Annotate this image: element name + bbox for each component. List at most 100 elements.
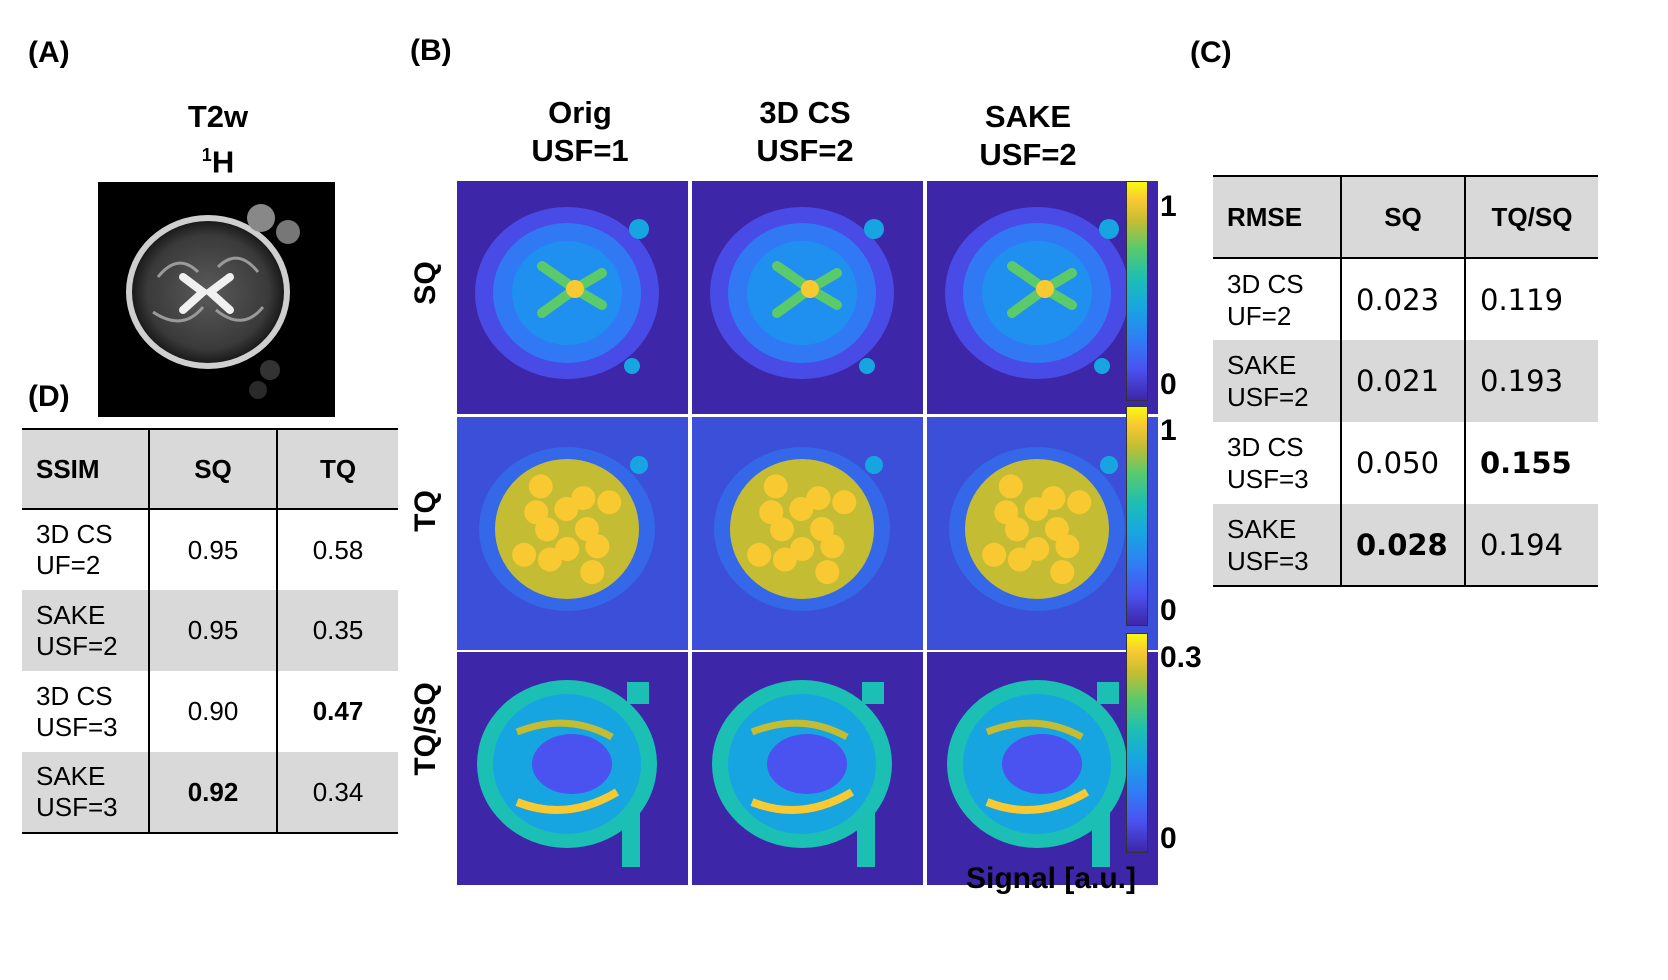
cell-tqsq-best: 0.155 (1464, 422, 1598, 504)
row-label-line1: 3D CS (36, 680, 113, 711)
table-ssim-header-metric: SSIM (22, 429, 150, 509)
table-row: SAKE USF=3 0.028 0.194 (1213, 504, 1598, 586)
table-rmse-header-metric: RMSE (1213, 176, 1342, 258)
cell-tq: 0.58 (276, 509, 398, 590)
table-rmse-header-tqsq: TQ/SQ (1464, 176, 1598, 258)
table-ssim-header-sq: SQ (148, 429, 278, 509)
row-label-line2: USF=3 (36, 711, 118, 742)
col-title-sake-line2: USF=2 (979, 137, 1077, 172)
row-label-line2: USF=3 (1227, 545, 1309, 576)
table-row: SAKE USF=2 0.95 0.35 (22, 590, 398, 671)
panel-a-title-line1: T2w (187, 99, 249, 134)
row-label-line1: SAKE (1227, 350, 1297, 380)
row-label-tqsq: TQ/SQ (409, 682, 442, 776)
row-label-sq: SQ (409, 261, 442, 305)
row-label: 3D CS UF=2 (22, 509, 150, 590)
panel-a-title: T2w 1H (128, 98, 308, 181)
table-row: SAKE USF=3 0.92 0.34 (22, 752, 398, 833)
brain-image-svg (927, 417, 1158, 650)
brain-image-tqsq-3dcs (692, 652, 923, 885)
row-label-line2: UF=2 (36, 550, 101, 580)
table-rmse: RMSE SQ TQ/SQ 3D CS UF=2 0.023 0.119 SAKE… (1213, 175, 1598, 587)
cell-sq: 0.021 (1340, 340, 1466, 422)
cell-tq-best: 0.47 (276, 671, 398, 752)
panel-label-a: (A) (28, 36, 70, 69)
cell-sq: 0.050 (1340, 422, 1466, 504)
panel-label-b: (B) (410, 34, 452, 67)
col-title-3dcs: 3D CS USF=2 (695, 94, 915, 170)
cell-sq: 0.90 (148, 671, 278, 752)
panel-a-title-nucleus: H (211, 144, 235, 180)
col-title-sake: SAKE USF=2 (918, 98, 1138, 174)
col-title-sake-line1: SAKE (984, 99, 1072, 134)
colorbar-axis-label: Signal [a.u.] (966, 862, 1137, 895)
table-ssim: SSIM SQ TQ 3D CS UF=2 0.95 0.58 SAKE USF=2… (22, 428, 398, 834)
table-row: SAKE USF=2 0.021 0.193 (1213, 340, 1598, 422)
cell-tq: 0.34 (276, 752, 398, 833)
colorbar-tq-min: 0 (1160, 594, 1177, 627)
row-label-line1: 3D CS (1227, 432, 1304, 462)
table-ssim-header-tq: TQ (276, 429, 398, 509)
brain-image-svg (457, 181, 688, 414)
row-label: SAKE USF=3 (1213, 504, 1342, 586)
brain-image-svg (927, 181, 1158, 414)
brain-image-svg (692, 181, 923, 414)
colorbar-sq (1126, 181, 1148, 401)
table-row: 3D CS UF=2 0.023 0.119 (1213, 258, 1598, 340)
cell-tqsq: 0.193 (1464, 340, 1598, 422)
colorbar-tq-max: 1 (1160, 414, 1177, 447)
brain-image-svg (692, 652, 923, 885)
t2w-mri-image (98, 182, 335, 417)
col-title-orig: Orig USF=1 (470, 94, 690, 170)
brain-image-svg (927, 652, 1158, 885)
cell-sq: 0.023 (1340, 258, 1466, 340)
brain-image-tq-3dcs (692, 417, 923, 650)
cell-sq: 0.95 (148, 509, 278, 590)
row-label-line2: UF=2 (1227, 300, 1292, 331)
table-row: 3D CS USF=3 0.050 0.155 (1213, 422, 1598, 504)
colorbar-sq-max: 1 (1160, 190, 1177, 223)
panel-label-c: (C) (1190, 36, 1232, 69)
cell-sq-best: 0.028 (1340, 504, 1466, 586)
brain-image-tq-orig (457, 417, 688, 650)
table-row: 3D CS UF=2 0.95 0.58 (22, 509, 398, 590)
col-title-3dcs-line2: USF=2 (756, 133, 854, 168)
row-label-line1: SAKE (36, 761, 106, 791)
brain-image-svg (457, 652, 688, 885)
brain-image-svg (457, 417, 688, 650)
row-label-line2: USF=3 (36, 792, 118, 822)
brain-image-tq-sake (927, 417, 1158, 650)
col-title-orig-line2: USF=1 (531, 133, 629, 168)
row-label: 3D CS UF=2 (1213, 258, 1342, 340)
brain-image-svg (692, 417, 923, 650)
cell-sq-best: 0.92 (148, 752, 278, 833)
row-label: SAKE USF=2 (1213, 340, 1342, 422)
table-rmse-header-sq: SQ (1340, 176, 1466, 258)
table-ssim-header: SSIM SQ TQ (22, 429, 398, 509)
row-label-line2: USF=2 (1227, 382, 1309, 412)
table-rmse-header: RMSE SQ TQ/SQ (1213, 176, 1598, 258)
row-label-line1: 3D CS (1227, 268, 1304, 299)
brain-image-tqsq-sake (927, 652, 1158, 885)
col-title-orig-line1: Orig (548, 95, 612, 130)
panel-a-title-line2: 1H (128, 136, 308, 181)
brain-image-sq-orig (457, 181, 688, 414)
colorbar-sq-min: 0 (1160, 368, 1177, 401)
cell-tqsq: 0.119 (1464, 258, 1598, 340)
cell-tq: 0.35 (276, 590, 398, 671)
row-label-line2: USF=2 (36, 630, 118, 661)
row-label: 3D CS USF=3 (22, 671, 150, 752)
panel-label-d: (D) (28, 380, 70, 413)
row-label-line1: 3D CS (36, 519, 113, 549)
row-label-line2: USF=3 (1227, 464, 1309, 494)
row-label: 3D CS USF=3 (1213, 422, 1342, 504)
row-label: SAKE USF=2 (22, 590, 150, 671)
colorbar-tqsq-min: 0 (1160, 822, 1177, 855)
colorbar-tqsq-max: 0.3 (1160, 641, 1202, 674)
colorbar-tq (1126, 406, 1148, 626)
row-label-line1: SAKE (1227, 513, 1297, 544)
brain-image-sq-sake (927, 181, 1158, 414)
row-label-line1: SAKE (36, 599, 106, 630)
brain-image-sq-3dcs (692, 181, 923, 414)
panel-a-title-sup: 1 (201, 145, 212, 165)
